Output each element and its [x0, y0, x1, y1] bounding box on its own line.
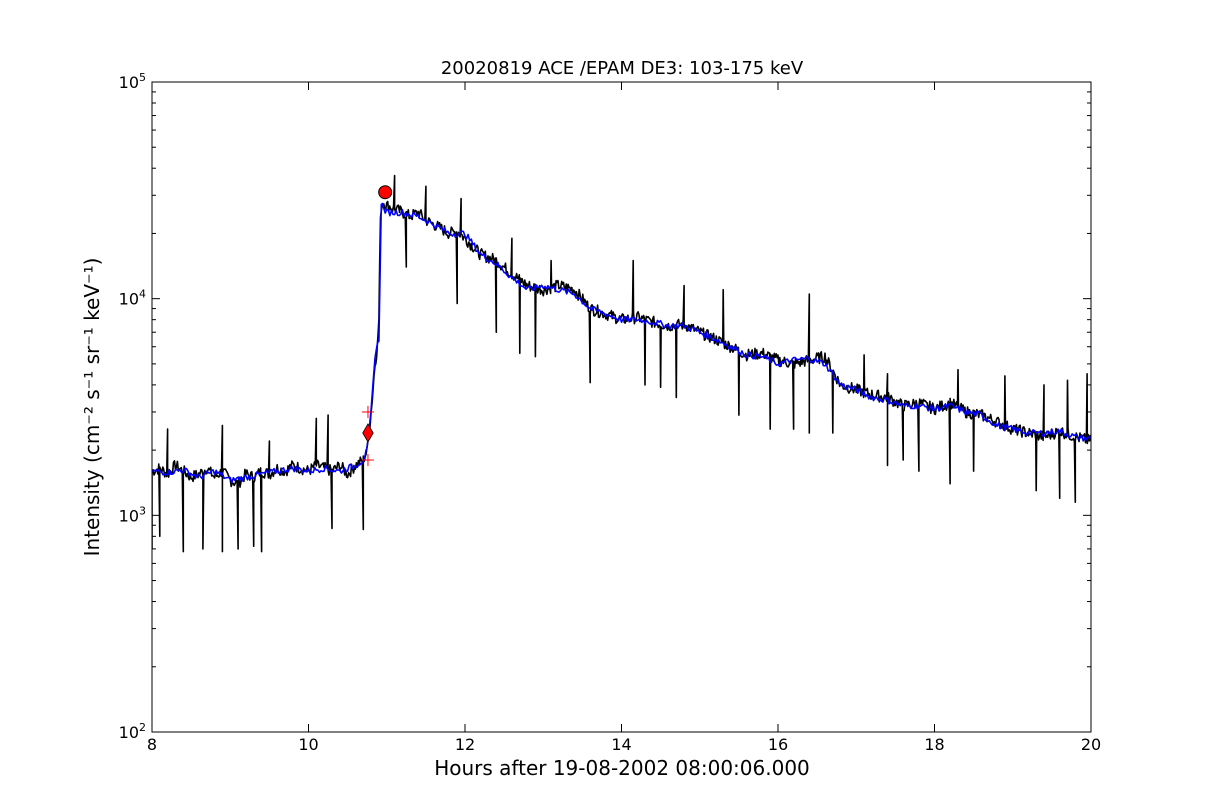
threshold-marker-plus — [361, 405, 374, 418]
y-tick-label: 105 — [119, 71, 146, 92]
x-axis-title: Hours after 19-08-2002 08:00:06.000 — [434, 756, 810, 780]
y-tick-label: 102 — [119, 721, 146, 742]
plot-area — [151, 81, 1092, 733]
onset-marker-diamond — [362, 423, 374, 443]
chart-title: 20020819 ACE /EPAM DE3: 103-175 keV — [441, 58, 804, 79]
x-tick-label: 8 — [147, 735, 157, 754]
marker-layer — [361, 185, 393, 467]
series-smoothed-line — [152, 202, 1091, 484]
series-layer — [152, 174, 1091, 553]
peak-marker-circle — [378, 185, 393, 200]
series-raw-line — [152, 174, 1091, 553]
x-tick-label: 14 — [611, 735, 631, 754]
x-tick-label: 16 — [768, 735, 788, 754]
x-tick-label: 18 — [924, 735, 944, 754]
y-tick-label: 103 — [119, 504, 146, 525]
x-axis: 8 10 12 14 16 18 20 — [147, 82, 1101, 754]
threshold-marker-plus — [361, 454, 374, 467]
y-axis-title: Intensity (cm⁻² s⁻¹ sr⁻¹ keV⁻¹) — [80, 258, 104, 557]
y-axis: 102 103 104 105 — [119, 71, 1091, 742]
y-tick-label: 104 — [119, 288, 146, 309]
x-tick-label: 12 — [455, 735, 475, 754]
x-tick-label: 20 — [1081, 735, 1101, 754]
x-tick-label: 10 — [298, 735, 318, 754]
